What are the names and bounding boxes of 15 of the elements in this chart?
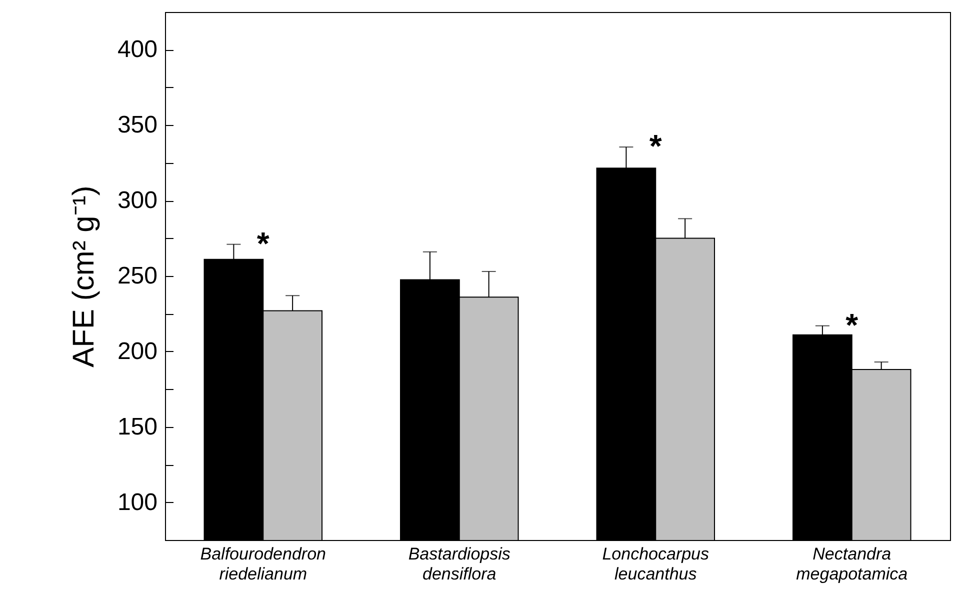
y-tick-label: 150 [117, 413, 158, 440]
y-axis-title: AFE (cm² g⁻¹) [67, 186, 100, 368]
x-tick-label: Nectandra megapotamica [796, 544, 908, 584]
y-tick-label: 200 [117, 338, 158, 365]
x-tick-label: Balfourodendron riedelianum [200, 544, 326, 584]
y-tick-label: 350 [117, 112, 158, 139]
data-label: * [846, 306, 859, 343]
x-tick-label: Lonchocarpus leucanthus [602, 544, 710, 584]
x-tick-label: Bastardiopsis densiflora [408, 544, 511, 584]
y-tick-label: 400 [117, 36, 158, 64]
y-tick-label: 300 [117, 187, 158, 214]
y-tick-label: 100 [117, 488, 158, 516]
data-label: * [256, 225, 270, 262]
y-tick-label: 250 [117, 262, 158, 290]
data-label: * [649, 128, 662, 164]
